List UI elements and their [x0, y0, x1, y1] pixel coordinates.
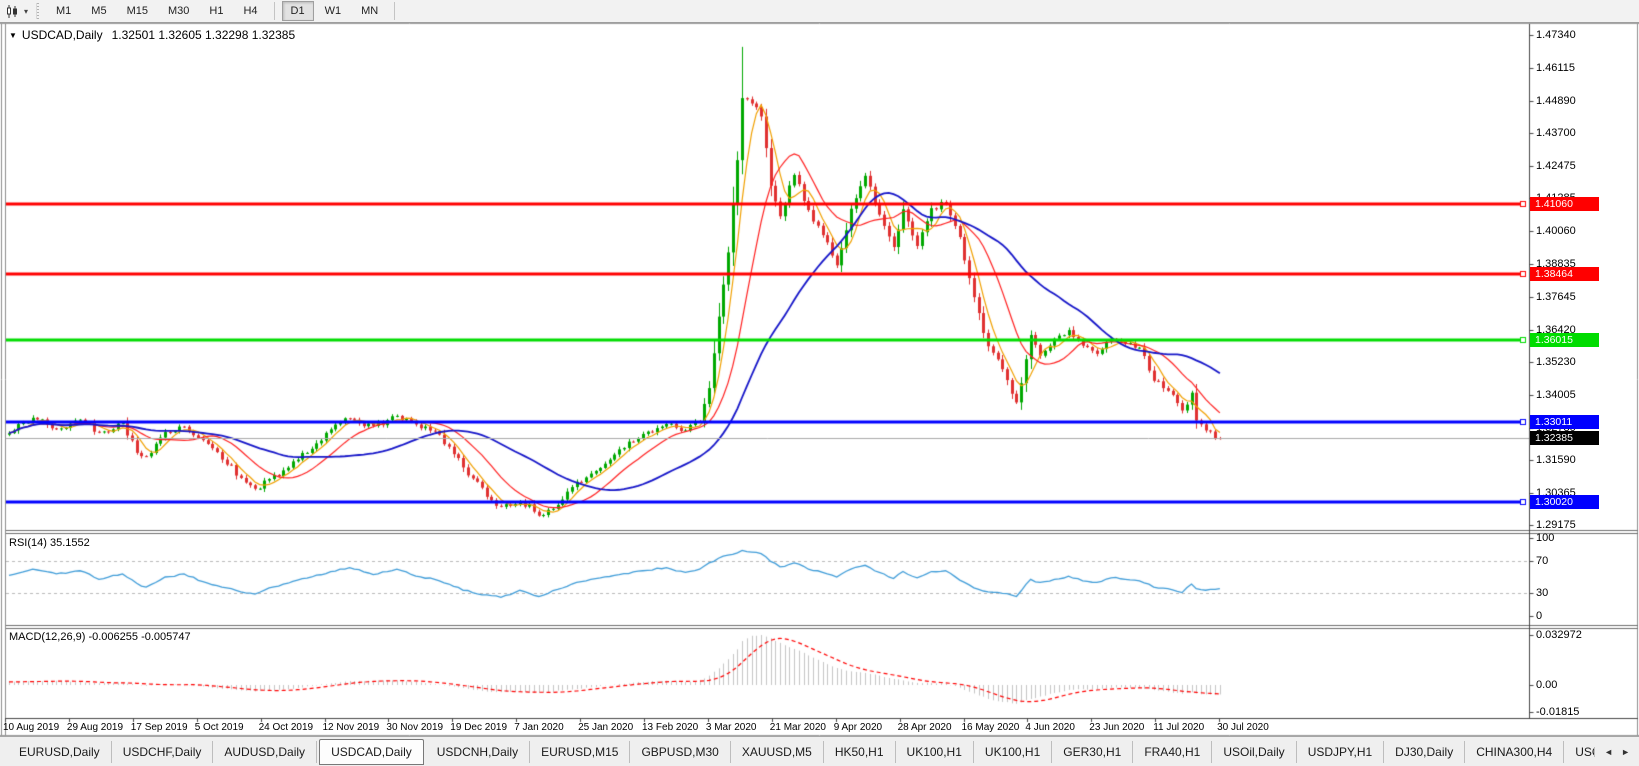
date-tick-label: 12 Nov 2019 — [322, 722, 380, 733]
date-tick-label: 25 Jan 2020 — [578, 722, 634, 733]
tab-uk100-h1[interactable]: UK100,H1 — [974, 740, 1053, 763]
timeframe-toolbar: ▾ M1 M5 M15 M30 H1 H4 D1 W1 MN — [0, 0, 1639, 23]
timeframe-button-w1[interactable]: W1 — [324, 5, 342, 17]
price-axis-tick: 1.36420 — [1536, 323, 1576, 336]
date-tick-label: 13 Feb 2020 — [642, 722, 699, 733]
tab-scroll-arrows: ◄ ► — [1594, 746, 1639, 757]
rsi-scale-tick: 70 — [1536, 555, 1549, 568]
chart-symbol-label: USDCAD,Daily — [21, 28, 103, 42]
timeframe-button-m30[interactable]: M30 — [167, 5, 190, 17]
tab-ger30-h1[interactable]: GER30,H1 — [1052, 740, 1134, 763]
price-axis-tick: 1.44890 — [1536, 95, 1576, 108]
tab-uk100-h1[interactable]: UK100,H1 — [896, 740, 974, 763]
timeframe-button-mn[interactable]: MN — [361, 5, 379, 17]
date-tick-label: 30 Nov 2019 — [386, 722, 444, 733]
date-tick-label: 28 Apr 2020 — [897, 722, 952, 733]
timeframe-buttons: M1 M5 M15 M30 H1 H4 D1 W1 MN — [46, 1, 401, 21]
tab-hk50-h1[interactable]: HK50,H1 — [824, 740, 896, 763]
tab-china300-h4[interactable]: CHINA300,H4 — [1465, 740, 1565, 763]
tab-eurusd-m15[interactable]: EURUSD,M15 — [530, 740, 631, 763]
tab-usdjpy-h1[interactable]: USDJPY,H1 — [1297, 740, 1385, 763]
chart-type-dropdown-caret-icon[interactable]: ▾ — [24, 6, 29, 16]
price-axis-tick: 1.31590 — [1536, 453, 1576, 466]
toolbar-separator — [273, 2, 275, 20]
hline-price-badge[interactable]: 1.33011 — [1530, 414, 1599, 429]
chart-ohlc-values: 1.32501 1.32605 1.32298 1.32385 — [111, 28, 296, 42]
price-axis-tick: 1.37645 — [1536, 290, 1576, 303]
tab-eurusd-daily[interactable]: EURUSD,Daily — [8, 740, 112, 763]
hline-price-badge[interactable]: 1.38464 — [1530, 267, 1599, 282]
tab-fra40-h1[interactable]: FRA40,H1 — [1133, 740, 1213, 763]
date-tick-label: 29 Aug 2019 — [66, 722, 124, 733]
macd-scale-tick: -0.01815 — [1536, 706, 1580, 719]
candlestick-chart-icon[interactable] — [5, 4, 20, 19]
timeframe-button-m1[interactable]: M1 — [56, 5, 72, 17]
date-tick-label: 16 May 2020 — [961, 722, 1020, 733]
date-tick-label: 19 Dec 2019 — [450, 722, 508, 733]
date-tick-label: 3 Mar 2020 — [705, 722, 757, 733]
date-tick-label: 30 Jul 2020 — [1217, 722, 1269, 733]
tab-usoil-h1[interactable]: USOil,H1 — [1564, 741, 1594, 763]
price-axis-tick: 1.46115 — [1536, 62, 1575, 75]
tab-gbpusd-m30[interactable]: GBPUSD,M30 — [630, 740, 731, 763]
chart-tabs: EURUSD,Daily USDCHF,Daily AUDUSD,Daily USDC… — [0, 737, 1594, 766]
price-axis-tick: 1.42475 — [1536, 160, 1576, 173]
date-tick-label: 11 Jul 2020 — [1153, 722, 1205, 733]
rsi-scale-tick: 0 — [1536, 610, 1543, 622]
date-tick-label: 23 Jun 2020 — [1089, 722, 1145, 733]
price-axis-tick: 1.35230 — [1536, 355, 1576, 368]
price-axis-tick: 1.43700 — [1536, 127, 1576, 140]
price-axis-tick: 1.47340 — [1536, 29, 1576, 41]
tab-usdcad-daily[interactable]: USDCAD,Daily — [319, 738, 424, 765]
rsi-indicator-label: RSI(14) 35.1552 — [9, 537, 90, 549]
tab-usdchf-daily[interactable]: USDCHF,Daily — [112, 740, 214, 763]
date-tick-label: 17 Sep 2019 — [130, 722, 188, 733]
date-tick-label: 5 Oct 2019 — [194, 722, 244, 733]
macd-indicator-label: MACD(12,26,9) -0.006255 -0.005747 — [9, 631, 191, 643]
date-tick-label: 10 Aug 2019 — [3, 722, 60, 733]
scroll-tabs-left-icon[interactable]: ◄ — [1604, 746, 1614, 757]
macd-scale-tick: 0.00 — [1536, 679, 1558, 691]
tab-xauusd-m5[interactable]: XAUUSD,M5 — [731, 740, 824, 763]
price-axis-tick: 1.29175 — [1536, 519, 1576, 531]
rsi-scale-tick: 30 — [1536, 586, 1549, 599]
hline-price-badge[interactable]: 1.30020 — [1530, 495, 1599, 510]
price-axis-tick: 1.34005 — [1536, 388, 1576, 401]
chart-title: ▼ USDCAD,Daily 1.32501 1.32605 1.32298 1.3… — [9, 28, 295, 42]
chart-tabs-bar: EURUSD,Daily USDCHF,Daily AUDUSD,Daily USDC… — [0, 736, 1639, 766]
window-menu-icon[interactable]: ▼ — [9, 31, 17, 40]
current-price-badge: 1.32385 — [1530, 431, 1599, 446]
timeframe-button-h1[interactable]: H1 — [209, 5, 224, 17]
date-tick-label: 21 Mar 2020 — [769, 722, 826, 733]
date-tick-label: 4 Jun 2020 — [1025, 722, 1075, 733]
scroll-tabs-right-icon[interactable]: ► — [1621, 746, 1630, 757]
timeframe-button-m15[interactable]: M15 — [126, 5, 148, 17]
date-tick-label: 24 Oct 2019 — [258, 722, 314, 733]
tab-usdcnh-daily[interactable]: USDCNH,Daily — [426, 740, 531, 763]
hline-price-badge[interactable]: 1.36015 — [1530, 333, 1599, 348]
toolbar-separator — [394, 2, 396, 20]
tab-dj30-daily[interactable]: DJ30,Daily — [1384, 740, 1466, 763]
price-axis-tick: 1.40060 — [1536, 225, 1576, 238]
rsi-scale-tick: 100 — [1536, 532, 1555, 544]
tab-usoil-daily[interactable]: USOil,Daily — [1212, 740, 1297, 763]
timeframe-button-m5[interactable]: M5 — [91, 5, 107, 17]
tab-audusd-daily[interactable]: AUDUSD,Daily — [213, 740, 318, 763]
date-tick-label: 7 Jan 2020 — [514, 722, 564, 733]
timeframe-button-d1[interactable]: D1 — [281, 1, 314, 21]
toolbar-grip[interactable] — [36, 3, 40, 19]
macd-scale-tick: 0.032972 — [1536, 629, 1582, 642]
date-tick-label: 9 Apr 2020 — [833, 722, 883, 733]
hline-price-badge[interactable]: 1.41060 — [1530, 197, 1599, 212]
timeframe-button-h4[interactable]: H4 — [243, 5, 258, 17]
